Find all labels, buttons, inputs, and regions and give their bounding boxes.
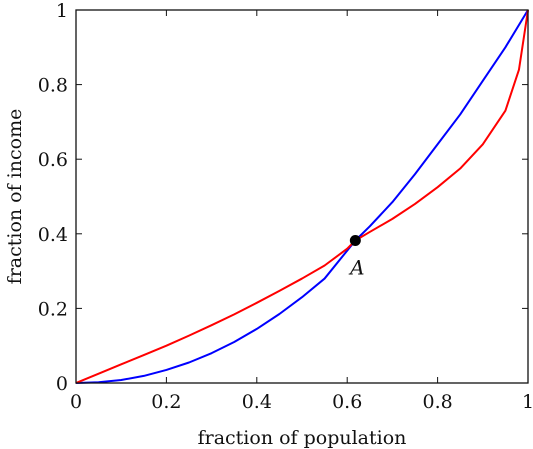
ticks-layer: 0 0.2 0.4 0.6 0.8 1 0 0.2 0.4 0.6 0.8 1: [38, 0, 533, 413]
y-tick-label: 0.6: [38, 149, 68, 171]
point-label: A: [348, 256, 364, 280]
x-tick-label: 0.4: [242, 391, 272, 413]
x-axis-title: fraction of population: [198, 427, 407, 449]
y-tick-label: 0.8: [38, 75, 68, 97]
x-tick-label: 0.6: [332, 391, 362, 413]
y-tick-label: 0.2: [38, 298, 68, 320]
x-tick-label: 1: [522, 391, 533, 413]
curves-layer: [75, 9, 529, 384]
curve-2: [75, 9, 529, 384]
y-tick-label: 1: [56, 0, 68, 22]
y-axis-title: fraction of income: [4, 109, 26, 285]
point-marker: [349, 235, 361, 247]
x-tick-label: 0.8: [422, 391, 452, 413]
x-tick-label: 0: [70, 391, 82, 413]
x-tick-label: 0.2: [151, 391, 181, 413]
points-layer: A: [348, 235, 365, 280]
curve-1: [75, 9, 529, 384]
y-tick-label: 0.4: [38, 224, 68, 246]
y-tick-label: 0: [56, 373, 68, 395]
plot-frame: [75, 9, 529, 384]
